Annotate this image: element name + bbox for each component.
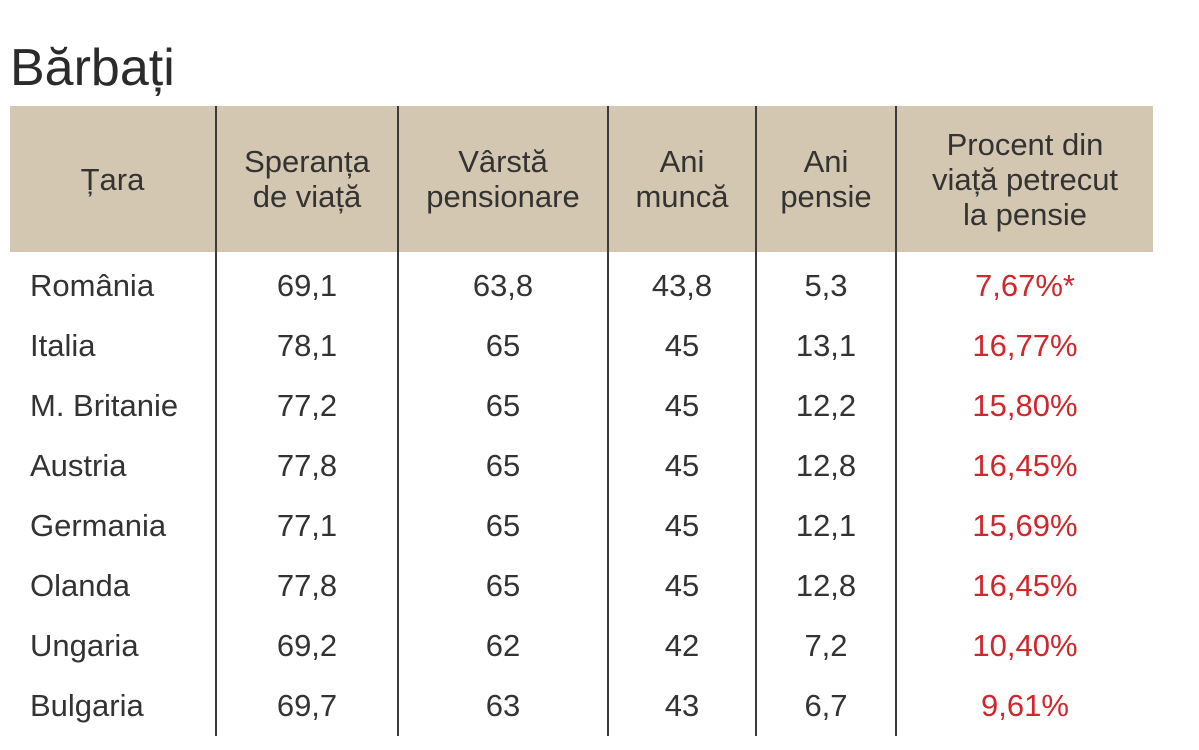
cell-speranta: 69,1 [215, 252, 398, 316]
table-row: M. Britanie 77,2 65 45 12,2 15,80% [10, 376, 1153, 436]
cell-ani-pensie: 12,1 [755, 496, 896, 556]
cell-procent: 16,45% [895, 556, 1153, 616]
cell-ani-munca: 45 [607, 436, 756, 496]
cell-procent: 7,67%* [895, 252, 1153, 316]
cell-tara: Italia [30, 328, 96, 363]
cell-speranta: 77,1 [215, 496, 398, 556]
column-header-varsta: Vârstă pensionare [397, 106, 608, 252]
column-header-speranta: Speranța de viață [215, 106, 398, 252]
cell-ani-pensie: 5,3 [755, 252, 896, 316]
table-row: Bulgaria 69,7 63 43 6,7 9,61% [10, 676, 1153, 736]
cell-ani-pensie: 12,2 [755, 376, 896, 436]
cell-procent: 16,77% [895, 316, 1153, 376]
header-row: Țara Speranța de viață Vârstă pensionare… [10, 106, 1153, 252]
cell-tara: M. Britanie [30, 388, 179, 423]
column-header-tara: Țara [10, 106, 216, 252]
cell-ani-munca: 45 [607, 556, 756, 616]
cell-tara: Ungaria [30, 628, 139, 663]
table-row: Ungaria 69,2 62 42 7,2 10,40% [10, 616, 1153, 676]
cell-varsta: 65 [397, 496, 608, 556]
column-header-ani-munca: Ani muncă [607, 106, 756, 252]
cell-speranta: 77,8 [215, 556, 398, 616]
cell-tara: Olanda [30, 568, 130, 603]
cell-ani-munca: 42 [607, 616, 756, 676]
page-title: Bărbați [10, 39, 175, 97]
cell-varsta: 63,8 [397, 252, 608, 316]
cell-procent: 15,80% [895, 376, 1153, 436]
table-body: România 69,1 63,8 43,8 5,3 7,67%* Italia… [10, 252, 1153, 736]
cell-ani-pensie: 7,2 [755, 616, 896, 676]
cell-ani-munca: 45 [607, 496, 756, 556]
table-row: România 69,1 63,8 43,8 5,3 7,67%* [10, 252, 1153, 316]
cell-procent: 15,69% [895, 496, 1153, 556]
cell-ani-munca: 43 [607, 676, 756, 736]
cell-speranta: 78,1 [215, 316, 398, 376]
cell-varsta: 65 [397, 376, 608, 436]
cell-varsta: 63 [397, 676, 608, 736]
cell-varsta: 62 [397, 616, 608, 676]
cell-ani-pensie: 6,7 [755, 676, 896, 736]
table-row: Germania 77,1 65 45 12,1 15,69% [10, 496, 1153, 556]
cell-procent: 9,61% [895, 676, 1153, 736]
column-header-procent: Procent din viață petrecut la pensie [895, 106, 1153, 252]
cell-speranta: 69,2 [215, 616, 398, 676]
table-row: Olanda 77,8 65 45 12,8 16,45% [10, 556, 1153, 616]
cell-ani-pensie: 12,8 [755, 436, 896, 496]
cell-speranta: 77,8 [215, 436, 398, 496]
cell-varsta: 65 [397, 316, 608, 376]
cell-speranta: 77,2 [215, 376, 398, 436]
cell-tara: Germania [30, 508, 167, 543]
cell-ani-munca: 45 [607, 316, 756, 376]
cell-ani-pensie: 12,8 [755, 556, 896, 616]
table-row: Austria 77,8 65 45 12,8 16,45% [10, 436, 1153, 496]
cell-procent: 10,40% [895, 616, 1153, 676]
cell-tara: Bulgaria [30, 688, 144, 723]
data-table: Țara Speranța de viață Vârstă pensionare… [10, 106, 1153, 736]
cell-ani-pensie: 13,1 [755, 316, 896, 376]
cell-tara: Austria [30, 448, 127, 483]
cell-varsta: 65 [397, 556, 608, 616]
data-table-container: Țara Speranța de viață Vârstă pensionare… [10, 106, 1153, 736]
cell-speranta: 69,7 [215, 676, 398, 736]
cell-varsta: 65 [397, 436, 608, 496]
cell-procent: 16,45% [895, 436, 1153, 496]
table-header: Țara Speranța de viață Vârstă pensionare… [10, 106, 1153, 252]
cell-ani-munca: 43,8 [607, 252, 756, 316]
cell-tara: România [30, 268, 155, 303]
column-header-ani-pensie: Ani pensie [755, 106, 896, 252]
cell-ani-munca: 45 [607, 376, 756, 436]
table-row: Italia 78,1 65 45 13,1 16,77% [10, 316, 1153, 376]
